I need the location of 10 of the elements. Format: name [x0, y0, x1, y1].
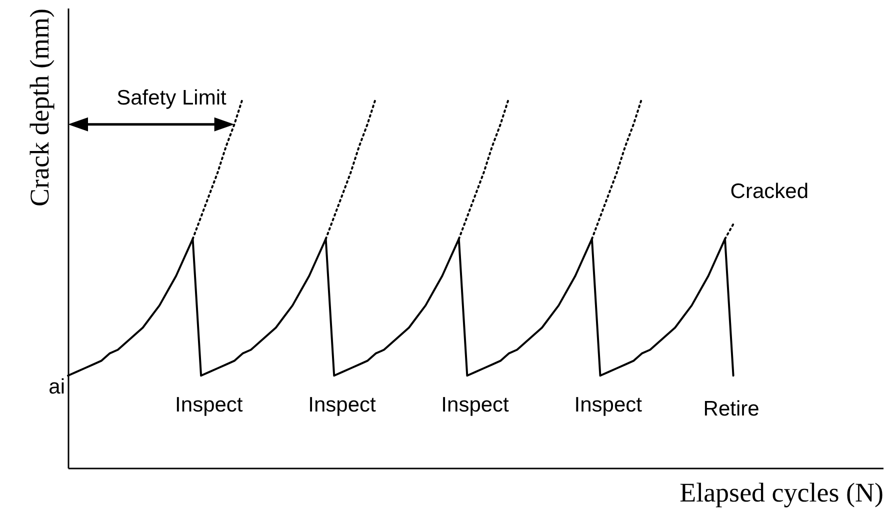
annotation: Inspect — [441, 394, 510, 417]
text: ai — [48, 376, 65, 399]
y-axis-title: Crack depth (mm) — [24, 8, 54, 206]
annotation: Cracked — [730, 180, 809, 204]
annotation: Retire — [703, 398, 760, 421]
annotation: Safety Limit — [116, 86, 226, 110]
x-axis-title: Elapsed cycles (N) — [680, 478, 884, 508]
annotation: Inspect — [308, 394, 376, 417]
annotation: Inspect — [574, 394, 642, 417]
annotation: Inspect — [175, 394, 243, 417]
